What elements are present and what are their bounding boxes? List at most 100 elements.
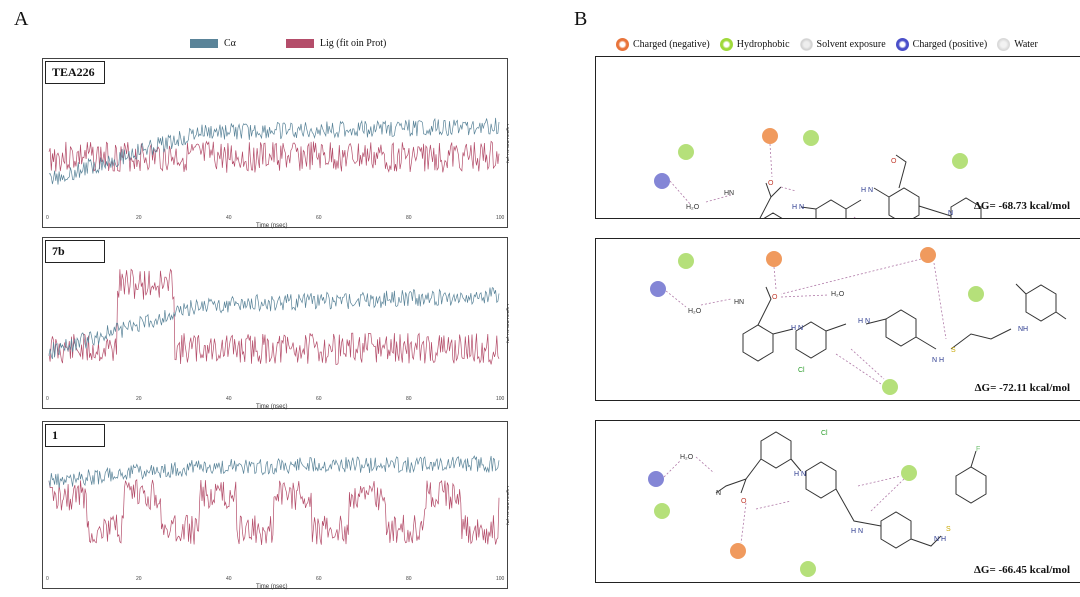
panel-a-letter: A xyxy=(14,8,29,30)
ligand-interaction-diagram-2: HN O H N H N Cl N H S NH H₂O H₂O xyxy=(650,247,1067,395)
legend-hydrophobic: Hydrophobic xyxy=(719,38,790,51)
ca-rmsd-line xyxy=(48,287,500,360)
x-tick-label: 100 xyxy=(496,396,505,402)
ligand-interaction-diagram-1: HNO H NH N ClN OO H₂O xyxy=(654,128,982,218)
x-tick-label: 40 xyxy=(226,215,232,221)
svg-text:O: O xyxy=(741,498,747,505)
x-tick-label: 20 xyxy=(136,215,142,221)
ligand-interaction-diagram-3: H N N O Cl H N N H S F H₂O xyxy=(648,430,987,577)
legend-solvent-exposure: Solvent exposure xyxy=(799,38,886,51)
legend-hydrophobic-label: Hydrophobic xyxy=(736,39,790,50)
svg-text:N: N xyxy=(948,210,953,217)
legend-water: Water xyxy=(997,38,1038,51)
x-tick-label: 60 xyxy=(316,576,322,582)
legend-charged-positive: Charged (positive) xyxy=(895,38,988,51)
legend-charged-positive-label: Charged (positive) xyxy=(912,39,988,50)
x-tick-label: 20 xyxy=(136,396,142,402)
delta-g-2: ΔG= -72.11 kcal/mol xyxy=(974,382,1070,394)
legend-water-label: Water xyxy=(1014,39,1038,50)
svg-text:H₂O: H₂O xyxy=(680,454,694,461)
y-axis-right-label: Ligand RMSD (Å) xyxy=(505,486,509,526)
svg-text:N: N xyxy=(716,490,721,497)
residue-nodes-2 xyxy=(650,247,984,395)
chart-label-tea226: TEA226 xyxy=(45,61,105,84)
ligand-rmsd-line xyxy=(48,140,500,173)
solvent-exposure-icon xyxy=(799,38,813,51)
legend-solvent-exposure-label: Solvent exposure xyxy=(816,39,886,50)
svg-text:Cl: Cl xyxy=(821,430,828,437)
x-tick-label: 80 xyxy=(406,215,412,221)
panel-b-legend: Charged (negative) Hydrophobic Solvent e… xyxy=(616,38,1038,51)
svg-text:NH: NH xyxy=(1018,326,1028,333)
svg-text:H₂O: H₂O xyxy=(831,291,845,298)
interaction-diagram-tea226: HNO H NH N ClN OO H₂O ΔG= -68.73 kcal/mo… xyxy=(595,56,1080,219)
x-tick-label: 60 xyxy=(316,396,322,402)
charged-negative-icon xyxy=(616,38,629,51)
x-tick-label: 60 xyxy=(316,215,322,221)
legend-swatch-ligand xyxy=(285,39,314,48)
hydrophobic-icon xyxy=(719,38,733,51)
x-tick-label: 100 xyxy=(496,576,505,582)
x-tick-label: 80 xyxy=(406,576,412,582)
legend-item-ca: Cα xyxy=(190,38,236,49)
y-axis-right-label: Ligand RMSD (Å) xyxy=(505,124,509,164)
svg-text:H N: H N xyxy=(794,471,806,478)
legend-label-ligand: Lig (fit oin Prot) xyxy=(319,38,387,49)
svg-text:S: S xyxy=(951,347,956,354)
svg-text:H₂O: H₂O xyxy=(686,204,700,211)
panel-a-legend: Cα Lig (fit oin Prot) xyxy=(190,38,386,49)
residue-nodes-1 xyxy=(654,128,968,189)
x-axis-label: Time (nsec) xyxy=(256,404,287,410)
delta-g-1: ΔG= -68.73 kcal/mol xyxy=(974,200,1070,212)
svg-text:H₂O: H₂O xyxy=(688,308,702,315)
svg-text:HN: HN xyxy=(734,299,744,306)
x-axis-label: Time (nsec) xyxy=(256,223,287,229)
x-axis-label: Time (nsec) xyxy=(256,584,287,590)
interaction-diagram-7b: HN O H N H N Cl N H S NH H₂O H₂O ΔG= -72.11 k… xyxy=(595,238,1080,401)
x-tick-label: 40 xyxy=(226,396,232,402)
svg-text:N H: N H xyxy=(932,357,944,364)
svg-text:H N: H N xyxy=(851,528,863,535)
svg-text:H N: H N xyxy=(861,187,873,194)
water-icon xyxy=(997,38,1011,51)
x-tick-label: 100 xyxy=(496,215,505,221)
x-tick-label: 80 xyxy=(406,396,412,402)
residue-nodes-3 xyxy=(648,465,917,577)
svg-text:Cl: Cl xyxy=(798,367,805,374)
legend-label-ca: Cα xyxy=(224,38,236,49)
svg-text:F: F xyxy=(976,446,980,453)
svg-text:O: O xyxy=(891,158,897,165)
ca-rmsd-line xyxy=(48,117,500,185)
x-tick-label: 0 xyxy=(46,396,49,402)
legend-charged-negative: Charged (negative) xyxy=(616,38,710,51)
x-tick-label: 0 xyxy=(46,215,49,221)
charged-positive-icon xyxy=(895,38,909,51)
ca-rmsd-line xyxy=(48,455,500,488)
x-tick-label: 40 xyxy=(226,576,232,582)
delta-g-3: ΔG= -66.45 kcal/mol xyxy=(974,564,1070,576)
x-tick-label: 0 xyxy=(46,576,49,582)
svg-text:O: O xyxy=(768,180,774,187)
chart-label-7b: 7b xyxy=(45,240,105,263)
svg-text:H N: H N xyxy=(791,325,803,332)
legend-charged-negative-label: Charged (negative) xyxy=(633,39,710,50)
y-axis-right-label: Ligand RMSD (Å) xyxy=(505,304,509,344)
legend-item-ligand: Lig (fit oin Prot) xyxy=(285,38,387,49)
panel-b-letter: B xyxy=(574,8,588,30)
x-tick-label: 20 xyxy=(136,576,142,582)
ligand-rmsd-line xyxy=(48,268,500,365)
svg-text:H N: H N xyxy=(792,204,804,211)
legend-swatch-ca xyxy=(190,39,218,48)
svg-text:O: O xyxy=(772,294,778,301)
interaction-diagram-1: H N N O Cl H N N H S F H₂O ΔG= -66.45 kcal/m… xyxy=(595,420,1080,583)
svg-text:S: S xyxy=(946,526,951,533)
svg-text:HN: HN xyxy=(724,190,734,197)
chart-label-1: 1 xyxy=(45,424,105,447)
svg-text:H N: H N xyxy=(858,318,870,325)
